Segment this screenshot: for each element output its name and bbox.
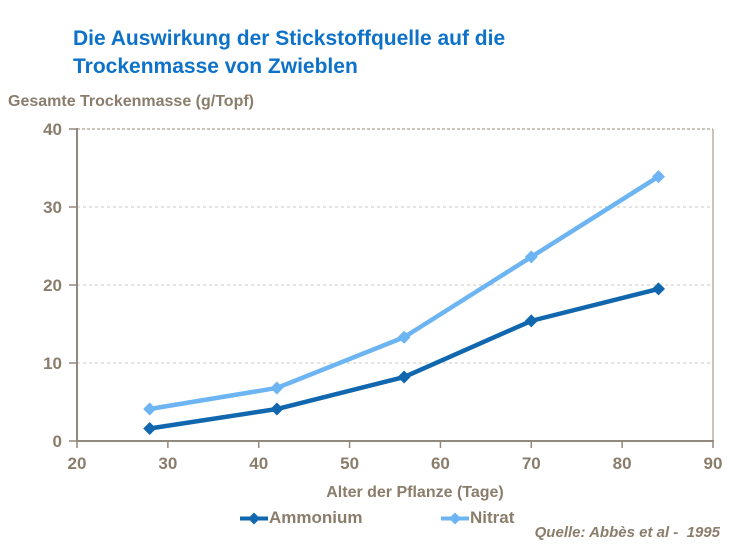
x-tick-label-30: 30 bbox=[158, 454, 177, 473]
y-axis-title: Gesamte Trockenmasse (g/Topf) bbox=[8, 93, 254, 110]
y-tick-label-40: 40 bbox=[43, 120, 62, 139]
chart-title-line2: Trockenmasse von Zwieblen bbox=[73, 55, 358, 78]
x-tick-label-50: 50 bbox=[340, 454, 359, 473]
series-line-ammonium bbox=[147, 286, 661, 431]
data-point-nitrat-x84 bbox=[651, 170, 665, 184]
x-tick-label-80: 80 bbox=[613, 454, 632, 473]
ammonium-line-marker-icon bbox=[240, 512, 268, 525]
x-axis-title: Alter der Pflanze (Tage) bbox=[326, 484, 504, 501]
x-tick-label-70: 70 bbox=[522, 454, 541, 473]
data-point-ammonium-x28 bbox=[143, 422, 157, 436]
y-tick-label-10: 10 bbox=[43, 354, 62, 373]
data-point-nitrat-x42 bbox=[270, 381, 284, 395]
x-tick-label-90: 90 bbox=[704, 454, 723, 473]
source-citation: Quelle: Abbès et al - 1995 bbox=[534, 524, 720, 541]
y-tick-label-30: 30 bbox=[43, 198, 62, 217]
x-tick-label-20: 20 bbox=[68, 454, 87, 473]
data-point-ammonium-x70 bbox=[524, 314, 538, 328]
legend-label-ammonium: Ammonium bbox=[269, 508, 363, 527]
data-point-nitrat-x28 bbox=[143, 402, 157, 416]
chart-title-line1: Die Auswirkung der Stickstoffquelle auf … bbox=[73, 27, 506, 50]
y-tick-label-0: 0 bbox=[53, 432, 62, 451]
legend-label-nitrat: Nitrat bbox=[470, 508, 515, 527]
data-point-ammonium-x84 bbox=[651, 282, 665, 296]
x-tick-label-40: 40 bbox=[249, 454, 268, 473]
legend-item-nitrat: Nitrat bbox=[441, 508, 514, 528]
nitrat-line-marker-icon bbox=[441, 512, 469, 525]
x-tick-label-60: 60 bbox=[431, 454, 450, 473]
data-point-ammonium-x42 bbox=[270, 402, 284, 416]
chart-title: Die Auswirkung der Stickstoffquelle auf … bbox=[73, 25, 653, 81]
data-point-nitrat-x70 bbox=[524, 250, 538, 264]
legend-item-ammonium: Ammonium bbox=[240, 508, 363, 528]
data-point-nitrat-x56 bbox=[397, 330, 411, 344]
data-point-ammonium-x56 bbox=[397, 370, 411, 384]
y-tick-label-20: 20 bbox=[43, 276, 62, 295]
